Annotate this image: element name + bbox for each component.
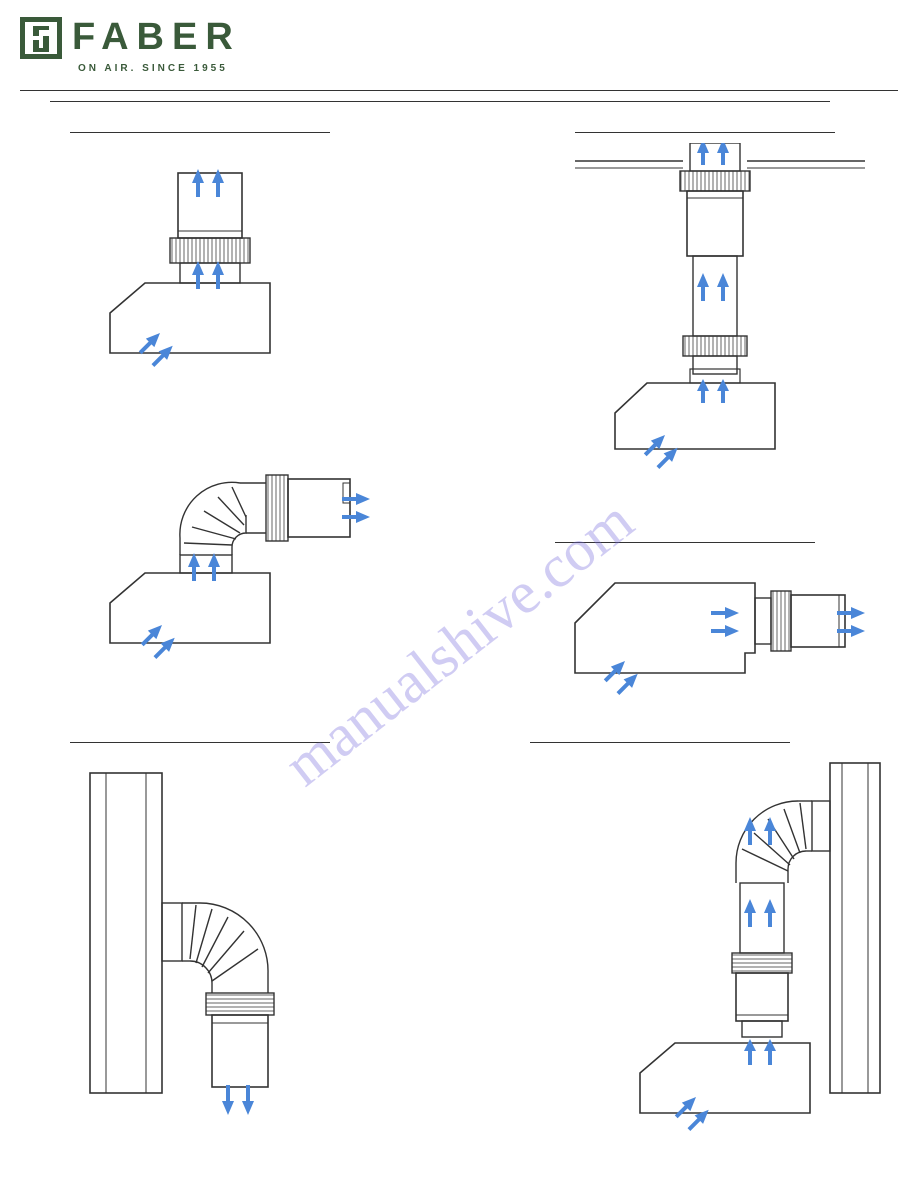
brand-tagline: ON AIR. SINCE 1955 [78,63,898,74]
panel-rule [70,742,330,743]
panel-rule [555,542,815,543]
panel-bottom-right [530,742,890,1143]
panel-mid-left [70,432,400,673]
panel-rule [530,742,790,743]
panel-top-left [70,132,370,383]
diagram-grid: manualshive.com [0,102,918,1142]
diagram-svg [555,553,875,703]
diagram-svg [70,443,400,673]
panel-top-right [575,132,875,483]
diagram-svg [70,143,370,383]
panel-bottom-left [70,742,430,1143]
panel-rule [575,132,835,133]
panel-mid-right [555,542,875,703]
brand-name: FABER [72,16,241,59]
logo-mark [20,17,62,59]
diagram-svg [530,753,890,1143]
diagram-svg [575,143,875,483]
panel-rule [70,132,330,133]
diagram-svg [70,753,430,1143]
header-rule [20,90,898,91]
brand-logo: FABER [20,16,898,59]
